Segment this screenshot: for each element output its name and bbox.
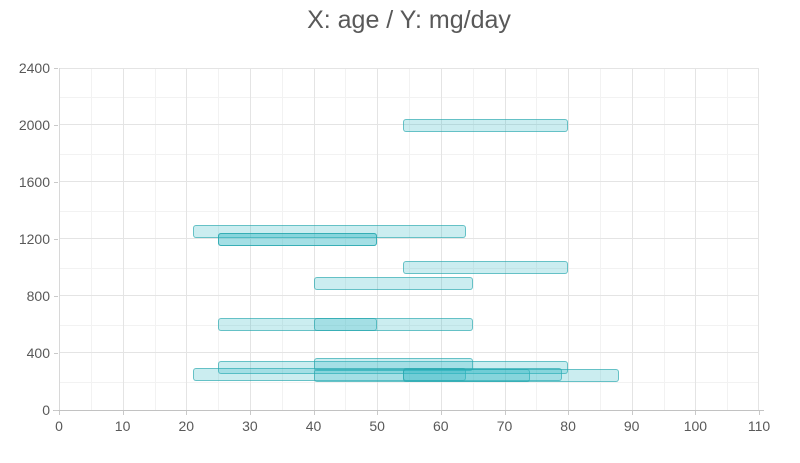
v-minor-gridline xyxy=(727,68,729,410)
x-tick-mark xyxy=(186,411,188,415)
x-tick-label: 50 xyxy=(369,418,385,434)
dose-range-bar[interactable] xyxy=(218,360,569,374)
y-axis-line xyxy=(59,68,60,410)
v-minor-gridline xyxy=(154,68,156,410)
v-minor-gridline xyxy=(345,68,347,410)
v-minor-gridline xyxy=(281,68,283,410)
x-tick-mark xyxy=(440,411,442,415)
x-tick-label: 90 xyxy=(623,418,640,434)
y-tick-mark xyxy=(54,410,58,411)
h-major-gridline xyxy=(59,68,759,69)
y-tick-mark xyxy=(54,239,58,240)
y-tick-mark xyxy=(54,353,58,354)
dose-range-bar[interactable] xyxy=(402,369,619,383)
v-major-gridline xyxy=(758,68,759,410)
x-tick-mark xyxy=(59,411,60,415)
y-tick-label: 0 xyxy=(42,402,50,418)
v-major-gridline xyxy=(695,68,697,410)
x-tick-label: 100 xyxy=(683,418,708,434)
h-major-gridline xyxy=(59,238,759,239)
x-tick-label: 20 xyxy=(178,418,195,434)
v-major-gridline xyxy=(631,68,633,410)
x-tick-label: 0 xyxy=(55,418,63,434)
h-minor-gridline xyxy=(59,153,759,155)
h-major-gridline xyxy=(59,352,759,353)
x-tick-label: 60 xyxy=(433,418,449,434)
v-minor-gridline xyxy=(409,68,410,410)
x-tick-label: 70 xyxy=(496,418,513,434)
y-tick-label: 1200 xyxy=(18,231,50,247)
v-minor-gridline xyxy=(536,68,538,410)
x-tick-mark xyxy=(377,411,379,415)
x-tick-mark xyxy=(504,411,506,415)
x-tick-mark xyxy=(249,411,251,415)
dose-range-bar[interactable] xyxy=(402,118,569,132)
v-major-gridline xyxy=(122,68,124,410)
dose-range-bar[interactable] xyxy=(313,318,378,331)
v-major-gridline xyxy=(504,68,506,410)
x-tick-label: 110 xyxy=(747,418,771,434)
y-tick-label: 800 xyxy=(26,288,50,304)
h-minor-gridline xyxy=(59,96,759,98)
y-tick-label: 2400 xyxy=(18,60,50,76)
dose-range-bar[interactable] xyxy=(313,276,473,290)
dose-range-bar[interactable] xyxy=(192,225,467,239)
x-tick-label: 10 xyxy=(114,418,131,434)
x-tick-mark xyxy=(313,411,315,415)
h-major-gridline xyxy=(59,181,759,182)
x-tick-mark xyxy=(759,411,760,415)
x-tick-label: 40 xyxy=(305,418,322,434)
dose-range-bar[interactable] xyxy=(313,357,473,371)
v-major-gridline xyxy=(313,68,315,410)
x-tick-label: 30 xyxy=(242,418,258,434)
y-tick-mark xyxy=(54,125,58,126)
y-tick-label: 1600 xyxy=(18,174,50,190)
y-tick-mark xyxy=(54,182,58,183)
v-minor-gridline xyxy=(90,68,92,410)
v-minor-gridline xyxy=(599,68,601,410)
dose-range-bar[interactable] xyxy=(192,367,467,381)
y-tick-mark xyxy=(54,68,58,69)
chart-title: X: age / Y: mg/day xyxy=(307,6,511,34)
v-major-gridline xyxy=(440,68,442,410)
v-major-gridline xyxy=(249,68,251,410)
x-tick-label: 80 xyxy=(560,418,576,434)
v-major-gridline xyxy=(568,68,570,410)
dose-range-bar[interactable] xyxy=(402,261,569,274)
v-major-gridline xyxy=(186,68,188,410)
y-tick-label: 400 xyxy=(26,345,50,361)
h-major-gridline xyxy=(59,295,759,296)
y-tick-label: 2000 xyxy=(18,117,50,133)
x-axis-line xyxy=(53,410,764,411)
h-minor-gridline xyxy=(59,210,759,212)
h-minor-gridline xyxy=(59,324,759,326)
v-minor-gridline xyxy=(663,68,665,410)
x-tick-mark xyxy=(695,411,697,415)
h-major-gridline xyxy=(59,124,759,125)
x-tick-mark xyxy=(122,411,124,415)
x-tick-mark xyxy=(631,411,633,415)
y-tick-mark xyxy=(54,296,58,297)
x-tick-mark xyxy=(568,411,570,415)
v-minor-gridline xyxy=(472,68,474,410)
plot-area xyxy=(59,68,759,411)
h-minor-gridline xyxy=(59,267,759,269)
v-major-gridline xyxy=(377,68,379,410)
dose-range-bar[interactable] xyxy=(218,232,378,246)
